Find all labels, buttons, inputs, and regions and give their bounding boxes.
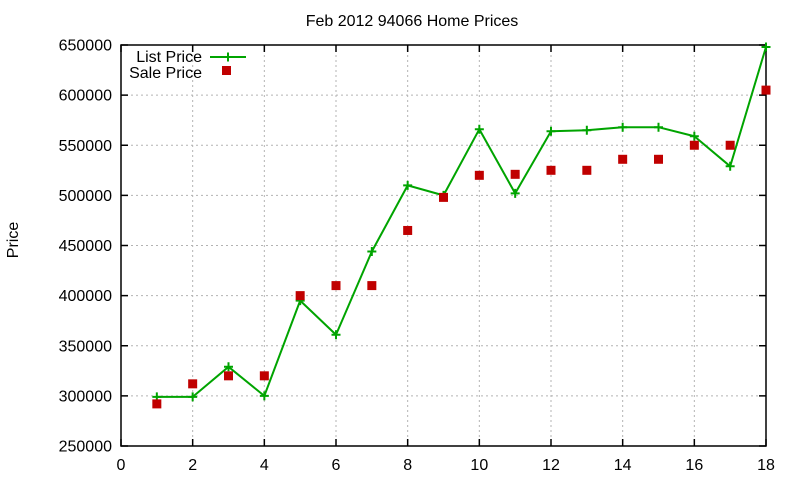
y-tick-label: 250000	[59, 439, 112, 456]
y-tick-label: 500000	[59, 188, 112, 205]
sale-price-point	[403, 225, 413, 235]
sale-price-point	[259, 371, 269, 381]
y-axis-label: Price	[5, 222, 22, 259]
list-price-point	[618, 122, 628, 132]
list-price-point	[367, 247, 377, 257]
legend-list-price-label: List Price	[136, 49, 202, 66]
sale-price-point	[618, 154, 628, 164]
chart-title: Feb 2012 94066 Home Prices	[306, 13, 519, 30]
list-price-point	[725, 161, 735, 171]
x-tick-label: 10	[470, 457, 488, 474]
sale-price-point	[725, 140, 735, 150]
x-tick-label: 8	[403, 457, 412, 474]
list-price-point	[474, 124, 484, 134]
list-price-point	[188, 392, 198, 402]
sale-price-series	[152, 85, 771, 409]
sale-price-point	[331, 281, 341, 291]
x-tick-label: 18	[757, 457, 775, 474]
sale-price-point	[582, 165, 592, 175]
x-tick-label: 4	[260, 457, 269, 474]
y-tick-label: 550000	[59, 138, 112, 155]
list-price-line	[156, 46, 767, 398]
legend-sale-price-square-icon	[222, 66, 231, 75]
sale-price-point	[474, 170, 484, 180]
sale-price-point	[295, 291, 305, 301]
x-tick-labels-group: 0 2 4 6 8 10 12 14 16 18	[117, 457, 775, 474]
list-price-point	[582, 125, 592, 135]
sale-price-point	[439, 192, 448, 202]
x-tick-label: 14	[614, 457, 632, 474]
y-tick-label: 600000	[59, 88, 112, 105]
x-tick-label: 6	[332, 457, 341, 474]
list-price-point	[546, 126, 556, 136]
gridlines-group	[121, 45, 766, 446]
list-price-point	[403, 180, 413, 190]
list-price-point	[510, 188, 520, 198]
x-tick-label: 2	[188, 457, 197, 474]
y-tick-labels-group: 250000 300000 350000 400000 450000 500000 5500…	[59, 38, 112, 456]
y-tick-label: 450000	[59, 238, 112, 255]
legend-list-price-plus-icon	[223, 52, 233, 62]
sale-price-point	[152, 399, 162, 409]
y-tick-label: 650000	[59, 38, 112, 55]
x-tick-label: 12	[542, 457, 560, 474]
legend-sale-price-label: Sale Price	[129, 65, 202, 82]
sale-price-point	[188, 379, 198, 389]
sale-price-point	[689, 140, 699, 150]
y-tick-label: 350000	[59, 338, 112, 355]
x-tick-label: 0	[117, 457, 126, 474]
x-tick-label: 16	[685, 457, 703, 474]
sale-price-point	[761, 85, 771, 95]
list-price-point	[761, 42, 771, 52]
list-price-point	[331, 330, 341, 340]
list-price-point	[654, 122, 663, 132]
y-tick-label: 300000	[59, 388, 112, 405]
sale-price-point	[367, 281, 377, 291]
list-price-series	[152, 42, 771, 402]
tick-marks-group	[120, 44, 767, 447]
sale-price-point	[546, 165, 556, 175]
list-price-point	[689, 131, 699, 141]
sale-price-point	[654, 154, 663, 164]
y-tick-label: 400000	[59, 288, 112, 305]
sale-price-point	[510, 169, 520, 179]
list-price-point	[224, 362, 233, 372]
list-price-point	[259, 391, 269, 401]
sale-price-point	[224, 371, 233, 381]
legend: List Price Sale Price	[129, 49, 246, 82]
